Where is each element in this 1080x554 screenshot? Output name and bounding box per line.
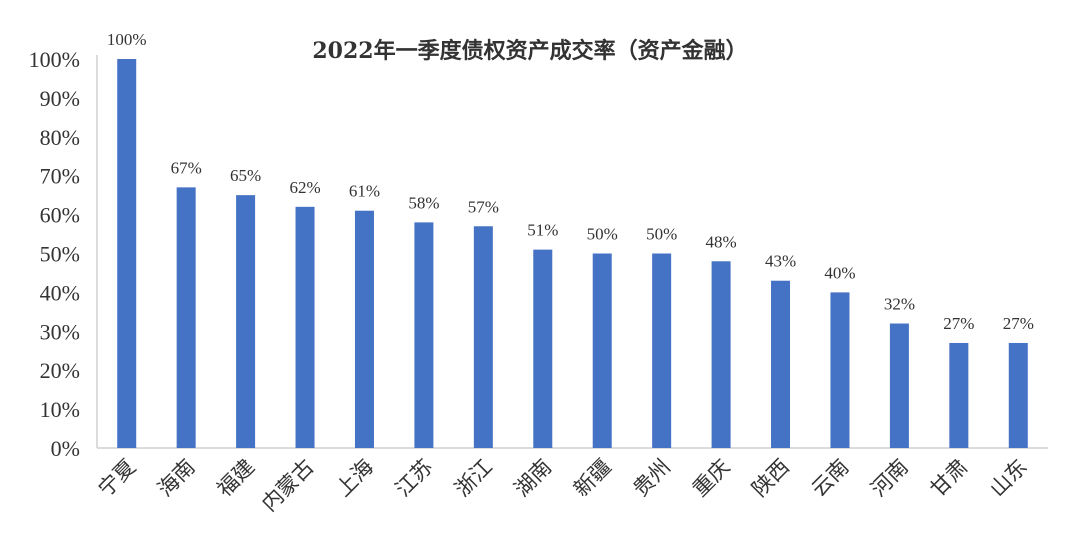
bar	[592, 253, 612, 448]
y-tick-label: 60%	[40, 203, 80, 228]
bar	[414, 222, 434, 448]
bar	[771, 280, 791, 448]
x-tick-label: 甘肃	[926, 455, 973, 502]
y-tick-label: 10%	[40, 397, 80, 422]
data-label: 65%	[230, 166, 261, 185]
data-label: 27%	[1003, 314, 1034, 333]
y-tick-labels: 0% 10% 20% 30% 40% 50% 60% 70% 80% 90% 100%	[29, 47, 80, 461]
data-label: 61%	[349, 182, 380, 201]
chart-title: 2022年一季度债权资产成交率（资产金融）	[312, 38, 747, 64]
bar	[473, 226, 493, 448]
bar	[830, 292, 850, 448]
x-tick-label: 上海	[331, 455, 378, 502]
bar	[533, 249, 553, 448]
data-label: 100%	[107, 30, 147, 49]
x-tick-label: 福建	[212, 455, 259, 502]
data-label: 58%	[408, 193, 439, 212]
x-tick-label: 山东	[985, 455, 1032, 502]
data-label: 67%	[171, 158, 202, 177]
x-tick-label: 贵州	[629, 455, 676, 502]
y-tick-label: 40%	[40, 280, 80, 305]
data-label: 62%	[289, 178, 320, 197]
data-label: 40%	[824, 263, 855, 282]
data-label: 51%	[527, 221, 558, 240]
bar	[1008, 342, 1028, 448]
y-tick-label: 100%	[29, 47, 80, 72]
x-tick-label: 新疆	[569, 455, 616, 502]
data-label: 32%	[884, 295, 915, 314]
bar	[117, 59, 137, 448]
bar	[889, 323, 909, 448]
data-label: 57%	[468, 197, 499, 216]
x-tick-label: 江苏	[391, 455, 438, 502]
bar	[652, 253, 672, 448]
x-tick-label: 浙江	[450, 455, 497, 502]
bars	[117, 59, 1028, 448]
bar	[295, 206, 315, 448]
data-label: 43%	[765, 252, 796, 271]
data-labels: 100% 67% 65% 62% 61% 58% 57% 51% 50% 50% 48% 43% 40%…	[107, 30, 1034, 333]
bar	[236, 195, 256, 448]
x-tick-label: 河南	[866, 455, 913, 502]
x-tick-label: 湖南	[510, 455, 557, 502]
x-tick-label: 宁夏	[94, 455, 141, 502]
x-tick-label: 内蒙古	[257, 455, 319, 517]
bar	[176, 187, 196, 448]
x-tick-label: 云南	[807, 455, 854, 502]
y-tick-label: 70%	[40, 164, 80, 189]
bar	[949, 342, 969, 448]
y-tick-label: 0%	[51, 436, 80, 461]
y-tick-label: 20%	[40, 358, 80, 383]
bar	[354, 210, 374, 448]
data-label: 48%	[706, 232, 737, 251]
y-tick-label: 50%	[40, 242, 80, 267]
data-label: 27%	[943, 314, 974, 333]
data-label: 50%	[646, 225, 677, 244]
x-tick-label: 海南	[153, 455, 200, 502]
x-tick-label: 重庆	[688, 455, 735, 502]
y-tick-label: 80%	[40, 125, 80, 150]
y-tick-label: 90%	[40, 86, 80, 111]
bar	[711, 261, 731, 448]
y-tick-label: 30%	[40, 319, 80, 344]
x-tick-label: 陕西	[747, 455, 794, 502]
data-label: 50%	[587, 225, 618, 244]
